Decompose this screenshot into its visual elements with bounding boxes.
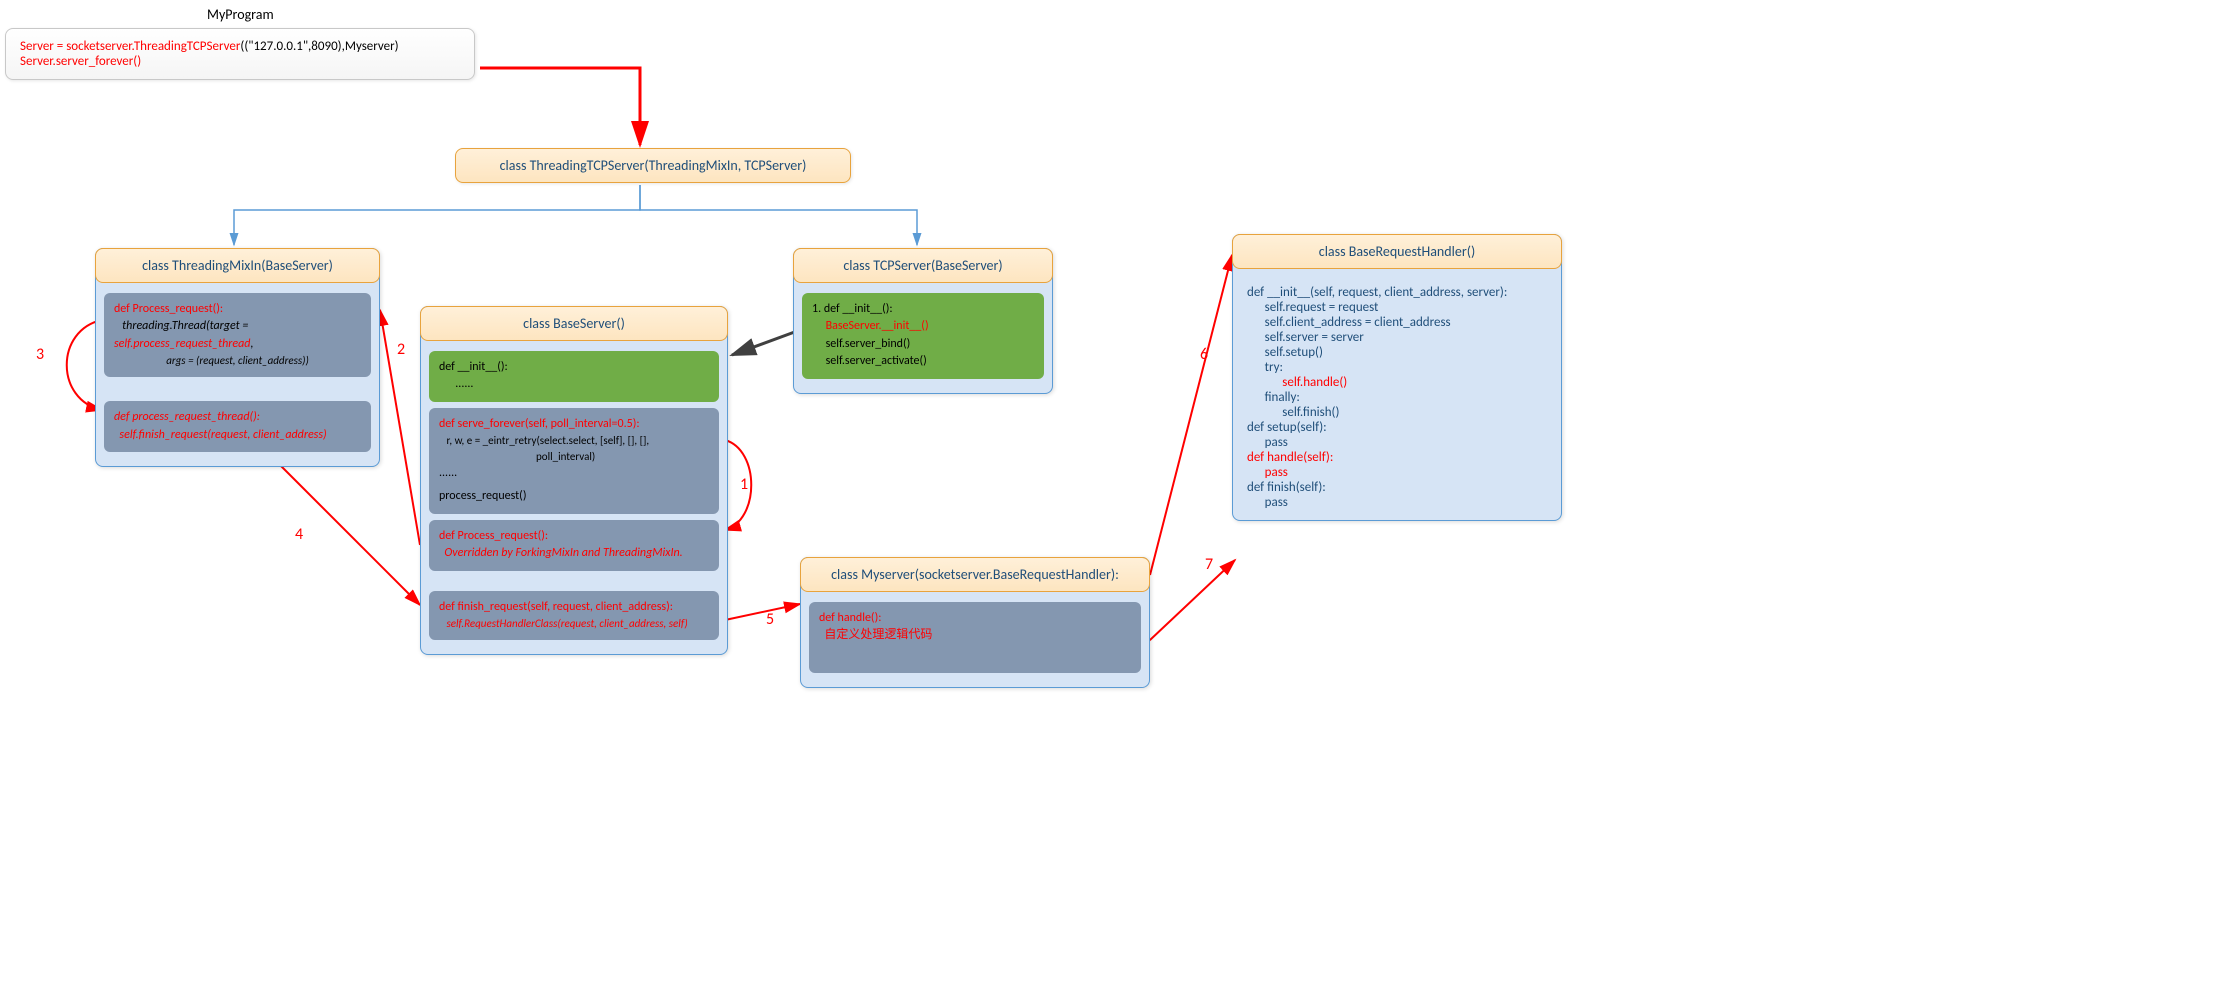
myserver-box: class Myserver(socketserver.BaseRequestH…	[800, 557, 1150, 688]
tcp-server-header: class TCPServer(BaseServer)	[793, 248, 1053, 283]
process-request-thread-block: def process_request_thread(): self.finis…	[104, 401, 371, 452]
base-request-handler-box: class BaseRequestHandler() def __init__(…	[1232, 234, 1562, 521]
myprogram-line1: Server = socketserver.ThreadingTCPServer…	[20, 39, 460, 54]
base-server-box: class BaseServer() def __init__(): .....…	[420, 306, 728, 655]
threading-mixin-box: class ThreadingMixIn(BaseServer) def Pro…	[95, 248, 380, 467]
myserver-handle-block: def handle(): 自定义处理逻辑代码	[809, 602, 1141, 673]
finish-request-block: def finish_request(self, request, client…	[429, 591, 719, 640]
label-1: 1	[740, 475, 748, 494]
base-request-handler-header: class BaseRequestHandler()	[1232, 234, 1562, 269]
label-3: 3	[36, 345, 44, 364]
base-process-request-block: def Process_request(): Overridden by For…	[429, 520, 719, 571]
myprogram-line2: Server.server_forever()	[20, 54, 460, 69]
myprogram-box: Server = socketserver.ThreadingTCPServer…	[5, 28, 475, 80]
label-6: 6	[1200, 345, 1208, 364]
label-4: 4	[295, 525, 303, 544]
process-request-block: def Process_request(): threading.Thread(…	[104, 293, 371, 377]
myprogram-title: MyProgram	[207, 6, 274, 23]
brh-setup-def: def setup(self):	[1247, 420, 1547, 435]
brh-init-def: def __init__(self, request, client_addre…	[1247, 285, 1547, 300]
brh-finish-def: def finish(self):	[1247, 480, 1547, 495]
base-server-init-block: def __init__(): ......	[429, 351, 719, 402]
brh-handle-def: def handle(self):	[1247, 450, 1547, 465]
myserver-header: class Myserver(socketserver.BaseRequestH…	[800, 557, 1150, 592]
threading-mixin-header: class ThreadingMixIn(BaseServer)	[95, 248, 380, 283]
label-7: 7	[1205, 555, 1213, 574]
base-server-header: class BaseServer()	[420, 306, 728, 341]
serve-forever-block: def serve_forever(self, poll_interval=0.…	[429, 408, 719, 514]
tcp-server-init-block: 1. def __init__(): BaseServer.__init__()…	[802, 293, 1044, 379]
tcp-server-box: class TCPServer(BaseServer) 1. def __ini…	[793, 248, 1053, 394]
arrows-layer	[0, 0, 2239, 999]
label-2: 2	[397, 340, 405, 359]
label-5: 5	[766, 610, 774, 629]
threading-tcp-server-header: class ThreadingTCPServer(ThreadingMixIn,…	[455, 148, 851, 183]
